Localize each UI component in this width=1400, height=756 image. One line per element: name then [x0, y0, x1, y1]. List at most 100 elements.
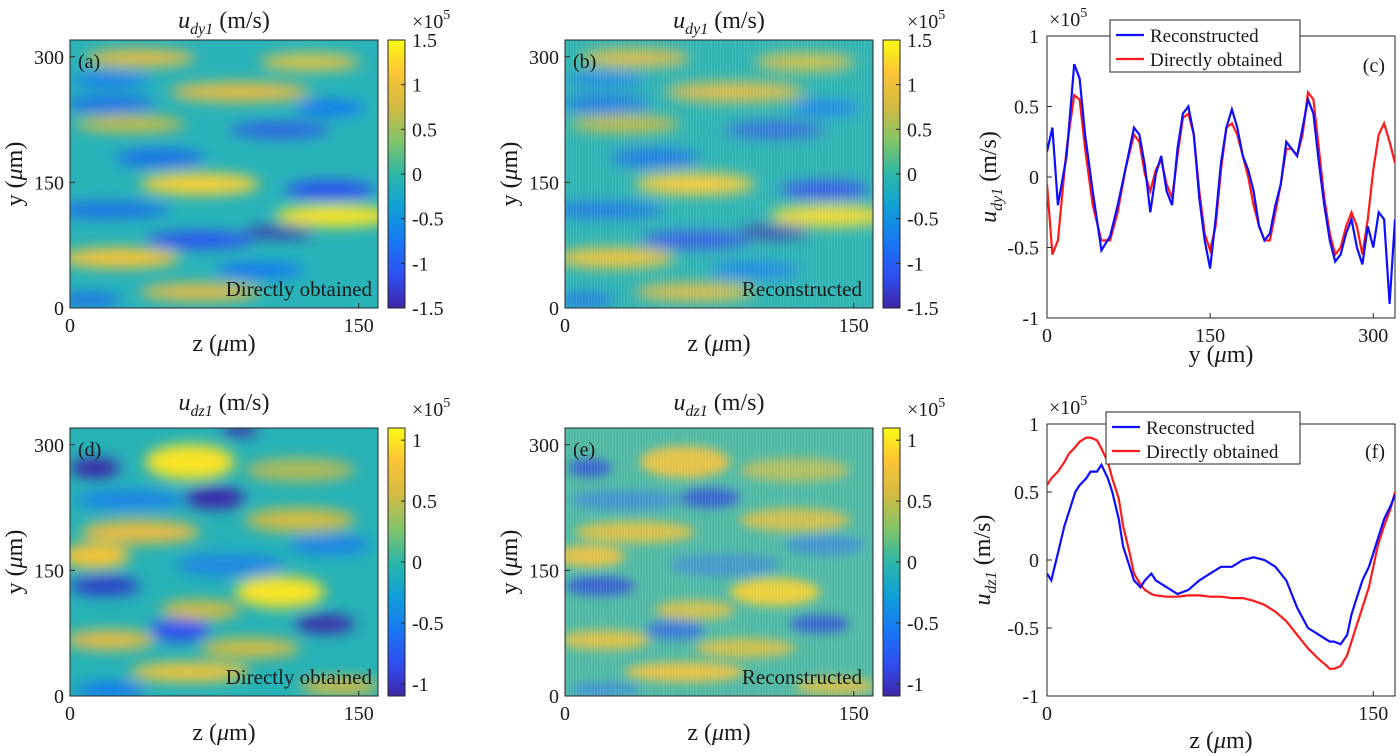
xtick-label-a-1: 150 [344, 315, 374, 337]
colorbars [387, 39, 901, 697]
ytick-label-a-1: 150 [34, 172, 64, 194]
ytick-label-e-2: 0 [549, 686, 559, 708]
xtick-label-e-0: 0 [560, 703, 570, 725]
xtick-label-e-1: 150 [839, 703, 869, 725]
xtick-label-f-1: 150 [1358, 703, 1388, 725]
overlay-a: Directly obtained [226, 277, 373, 301]
tick-layer: 0 150 300 150 0 1.5 1 0.5 0 -0.5 -1 -1.5 0 150 300 150 0… [34, 26, 1388, 725]
cbtick-label-b-0: 1.5 [907, 30, 932, 52]
ylabel-c: udy1 (m/s) [976, 131, 1006, 223]
ylabel-b: y (μm) [497, 142, 523, 207]
tag-b: (b) [573, 51, 596, 73]
title-a: udy1 (m/s) [178, 8, 270, 38]
cb-exp-a: ×105 [412, 8, 450, 33]
cbtick-label-a-5: -1 [412, 253, 429, 275]
ytick-label-b-1: 150 [529, 172, 559, 194]
xlabel-d: z (μm) [192, 720, 255, 746]
xlabel-e: z (μm) [687, 720, 750, 746]
legend-c: Reconstructed Directly obtained [1109, 19, 1301, 73]
panel-c [1046, 35, 1396, 319]
panel-a [69, 39, 379, 309]
cbtick-label-a-6: -1.5 [412, 298, 444, 320]
xtick-label-b-0: 0 [560, 315, 570, 337]
heatmap-d [70, 428, 378, 696]
xlabel-b: z (μm) [687, 331, 750, 357]
series-c-reconstructed [1047, 63, 1395, 304]
tag-f: (f) [1365, 441, 1385, 463]
overlay-e: Reconstructed [742, 665, 863, 689]
ytick-label-c-4: -1 [1022, 308, 1039, 330]
cbtick-label-e-0: 1 [907, 430, 917, 452]
overlay-b: Reconstructed [742, 277, 863, 301]
legend-f-label-directly-obtained: Directly obtained [1146, 442, 1279, 463]
panel-d [69, 427, 379, 697]
title-d: udz1 (m/s) [179, 390, 270, 420]
cbtick-label-b-4: -0.5 [907, 209, 939, 231]
ytick-label-f-4: -1 [1022, 686, 1039, 708]
ytick-label-c-3: -0.5 [1007, 238, 1039, 260]
xtick-label-a-0: 0 [65, 315, 75, 337]
cbtick-label-a-4: -0.5 [412, 209, 444, 231]
ytick-label-e-0: 300 [529, 435, 559, 457]
xtick-label-c-0: 0 [1042, 325, 1052, 347]
cb-exp-b: ×105 [907, 8, 945, 33]
cbtick-label-b-3: 0 [907, 164, 917, 186]
panel-f [1046, 423, 1396, 697]
xtick-label-b-1: 150 [839, 315, 869, 337]
cbtick-label-a-2: 0.5 [412, 119, 437, 141]
cbtick-label-e-4: -1 [907, 674, 924, 696]
cbtick-label-b-1: 1 [907, 75, 917, 97]
title-b: udy1 (m/s) [673, 8, 765, 38]
xlabel-c: y (μm) [1189, 342, 1254, 368]
ylabel-f: udz1 (m/s) [970, 515, 1000, 606]
legend-c-label-directly-obtained: Directly obtained [1150, 50, 1283, 71]
legend-f-label-reconstructed: Reconstructed [1146, 418, 1255, 439]
title-e: udz1 (m/s) [674, 390, 765, 420]
tag-e: (e) [573, 439, 595, 461]
xtick-label-d-0: 0 [65, 703, 75, 725]
ytick-label-f-0: 1 [1029, 414, 1039, 436]
legend-c-label-reconstructed: Reconstructed [1150, 26, 1259, 47]
cbtick-label-a-0: 1.5 [412, 30, 437, 52]
xlabel-a: z (μm) [192, 331, 255, 357]
xtick-label-c-2: 300 [1358, 325, 1388, 347]
cbtick-label-a-1: 1 [412, 75, 422, 97]
xtick-label-f-0: 0 [1042, 703, 1052, 725]
ytick-label-f-1: 0.5 [1014, 482, 1039, 504]
series-c-directly-obtained [1047, 89, 1395, 258]
cb-exp-d: ×105 [412, 396, 450, 421]
ytick-label-b-2: 0 [549, 298, 559, 320]
ytick-label-b-0: 300 [529, 47, 559, 69]
cbtick-label-d-4: -1 [412, 674, 429, 696]
series-f-directly-obtained [1047, 436, 1395, 670]
ytick-label-c-0: 1 [1029, 26, 1039, 48]
series-f-reconstructed [1047, 462, 1395, 646]
ylabel-d: y (μm) [2, 530, 28, 595]
tag-d: (d) [78, 439, 101, 461]
exp-f: ×105 [1049, 394, 1087, 419]
axes-f [1046, 423, 1396, 697]
xtick-label-c-1: 150 [1195, 325, 1225, 347]
ylabel-e: y (μm) [497, 530, 523, 595]
ytick-label-c-1: 0.5 [1014, 97, 1039, 119]
panel-e [564, 427, 874, 697]
ytick-label-d-0: 300 [34, 435, 64, 457]
xtick-label-d-1: 150 [344, 703, 374, 725]
cbtick-label-d-0: 1 [412, 430, 422, 452]
exp-c: ×105 [1049, 6, 1087, 31]
heatmap-e [565, 428, 873, 696]
ylabel-a: y (μm) [2, 142, 28, 207]
ytick-label-f-3: -0.5 [1007, 618, 1039, 640]
cbtick-label-d-3: -0.5 [412, 613, 444, 635]
ytick-label-d-2: 0 [54, 686, 64, 708]
xlabel-f: z (μm) [1189, 728, 1252, 754]
cbtick-label-b-6: -1.5 [907, 298, 939, 320]
ytick-label-e-1: 150 [529, 560, 559, 582]
cbtick-label-a-3: 0 [412, 164, 422, 186]
cbtick-label-e-2: 0 [907, 552, 917, 574]
cbtick-label-b-5: -1 [907, 253, 924, 275]
panel-b [564, 39, 874, 309]
ytick-label-a-0: 300 [34, 47, 64, 69]
legend-f: Reconstructed Directly obtained [1105, 411, 1301, 465]
